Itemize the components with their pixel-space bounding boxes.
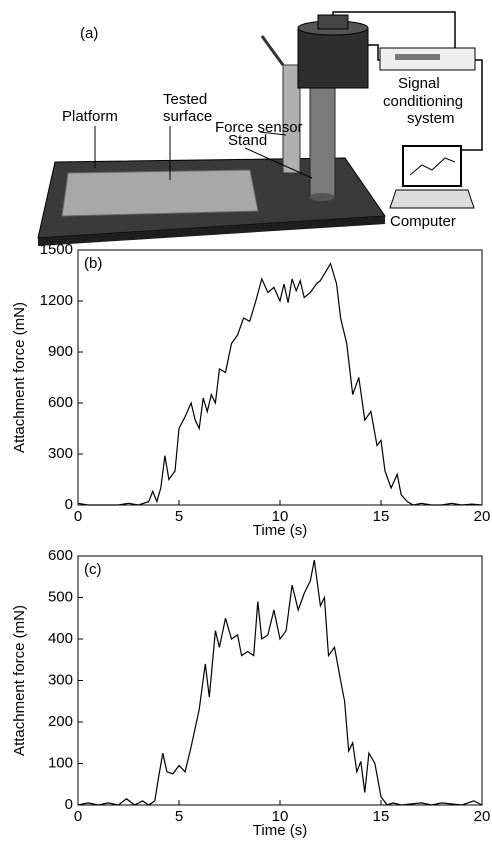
data-line [77,262,483,506]
platform-edge [38,216,385,246]
stand-shape [309,84,336,198]
force-sensor-arm [282,64,301,174]
wire [368,44,380,61]
diagram-label: Stand [228,132,267,149]
chart: 0 5 10 15 20 0 300 600 900 1200 1500 Time (s) Attach… [11,241,490,539]
y-tick-label: 1500 [40,241,73,258]
x-tick-label: 20 [474,808,491,825]
y-tick-label: 0 [65,796,73,813]
diagram-label: Tested [163,91,207,108]
diagram-label: conditioning [383,93,463,110]
diagram-label: Platform [62,108,118,125]
y-tick-label: 0 [65,496,73,513]
x-tick-label: 5 [175,808,183,825]
x-tick-label: 5 [175,508,183,525]
diagram-label: Signal [398,75,440,92]
y-tick-label: 200 [48,713,73,730]
y-tick-label: 300 [48,445,73,462]
x-axis-label: Time (s) [253,522,307,539]
screen-graph [409,157,456,176]
y-tick-label: 900 [48,343,73,360]
wire [332,11,456,48]
x-tick-label: 10 [272,508,289,525]
apparatus-diagram: (a) [37,11,483,246]
panel-label: (c) [84,561,102,578]
computer-screen [402,145,462,187]
y-axis-label: Attachment force (mN) [11,302,28,453]
panel-label: (b) [84,255,102,272]
keyboard [389,189,475,209]
y-tick-label: 600 [48,547,73,564]
cable [260,35,285,66]
sensor-cap [317,14,349,30]
tested-surface-shape [61,169,259,217]
diagram-label: Force sensor [215,119,303,136]
signal-box-display [395,54,440,60]
stand-base [309,193,335,201]
leader-line [259,131,287,136]
data-line [77,559,483,806]
diagram-label: Computer [390,213,456,230]
sensor-cylinder [297,27,369,89]
plot-frame [77,249,483,506]
diagram-label: surface [163,108,212,125]
y-tick-label: 600 [48,394,73,411]
y-tick-label: 100 [48,754,73,771]
diagram-label: system [407,110,455,127]
x-tick-label: 15 [373,808,390,825]
x-tick-label: 10 [272,808,289,825]
panel-label: (a) [80,25,98,42]
plot-frame [77,555,483,806]
leader-line [244,147,313,179]
y-axis-label: Attachment force (mN) [11,605,28,756]
y-tick-label: 300 [48,671,73,688]
x-tick-label: 15 [373,508,390,525]
y-tick-label: 400 [48,630,73,647]
x-axis-label: Time (s) [253,822,307,839]
y-tick-label: 500 [48,588,73,605]
x-tick-label: 20 [474,508,491,525]
y-tick-label: 1200 [40,292,73,309]
x-tick-label: 0 [74,508,82,525]
x-tick-label: 0 [74,808,82,825]
